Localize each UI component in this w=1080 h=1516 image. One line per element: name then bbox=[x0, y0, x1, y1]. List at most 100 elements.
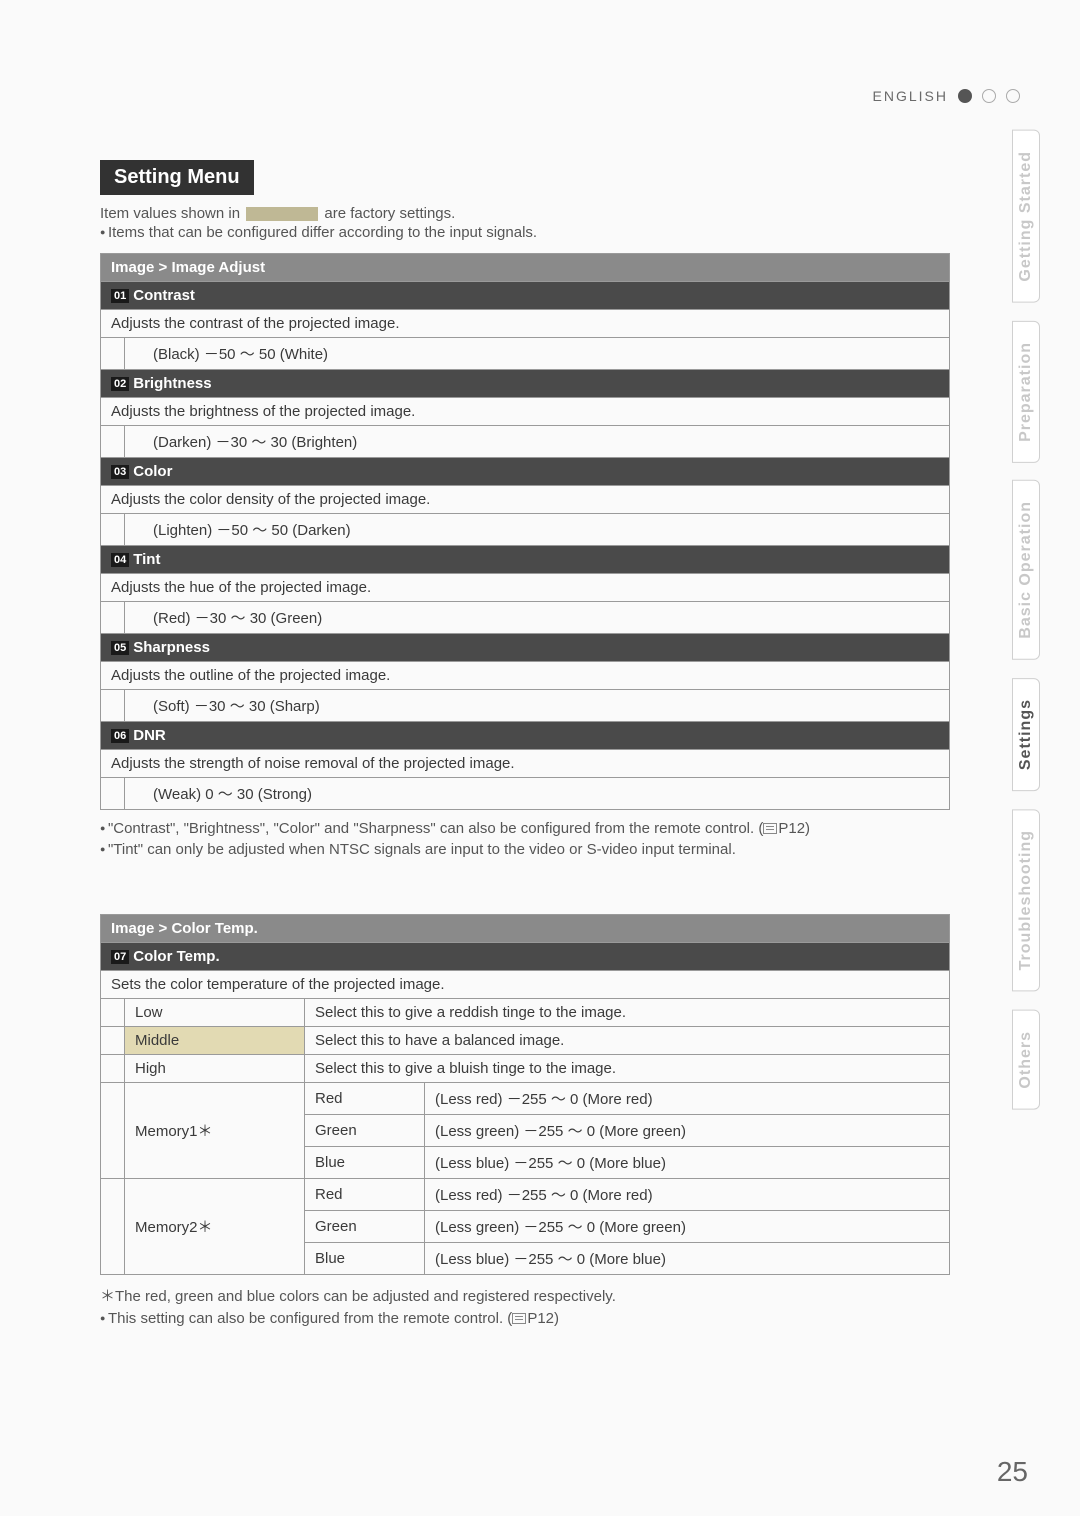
item-num: 04 bbox=[111, 553, 129, 567]
footnote-remote-page: P12) bbox=[527, 1310, 559, 1327]
language-label: ENGLISH bbox=[873, 88, 948, 104]
note-remote-text: "Contrast", "Brightness", "Color" and "S… bbox=[108, 820, 763, 837]
lang-dot-1 bbox=[958, 89, 972, 103]
item-num: 05 bbox=[111, 641, 129, 655]
page-ref-icon bbox=[763, 823, 777, 834]
color-temp-sub: 07 Color Temp. bbox=[101, 943, 950, 971]
memory-label: Memory2＊ bbox=[125, 1179, 305, 1275]
side-tab-settings[interactable]: Settings bbox=[1012, 678, 1040, 791]
indent-cell bbox=[101, 690, 125, 722]
image-adjust-header: Image > Image Adjust bbox=[101, 254, 950, 282]
channel-name: Blue bbox=[305, 1147, 425, 1179]
section-title: Setting Menu bbox=[100, 160, 254, 195]
channel-name: Blue bbox=[305, 1243, 425, 1275]
side-tab-others[interactable]: Others bbox=[1012, 1010, 1040, 1110]
side-tab-basic-operation[interactable]: Basic Operation bbox=[1012, 480, 1040, 660]
ct-text: Select this to have a balanced image. bbox=[305, 1027, 950, 1055]
side-tabs: Getting Started Preparation Basic Operatio… bbox=[1012, 130, 1040, 1109]
item-range: (Weak) 0 ～ 30 (Strong) bbox=[125, 778, 950, 810]
color-temp-name: Color Temp. bbox=[133, 948, 219, 965]
item-name: Color bbox=[133, 463, 172, 480]
indent-cell bbox=[101, 999, 125, 1027]
indent-cell bbox=[101, 778, 125, 810]
item-name: DNR bbox=[133, 727, 166, 744]
item-header: 04 Tint bbox=[101, 546, 950, 574]
lang-dot-2 bbox=[982, 89, 996, 103]
side-tab-preparation[interactable]: Preparation bbox=[1012, 321, 1040, 463]
channel-name: Green bbox=[305, 1211, 425, 1243]
ct-text: Select this to give a bluish tinge to th… bbox=[305, 1055, 950, 1083]
channel-name: Green bbox=[305, 1115, 425, 1147]
indent-cell bbox=[101, 514, 125, 546]
side-tab-troubleshooting[interactable]: Troubleshooting bbox=[1012, 809, 1040, 991]
footnote-star: ＊The red, green and blue colors can be a… bbox=[100, 1285, 950, 1306]
indent-cell bbox=[101, 426, 125, 458]
page-number: 25 bbox=[997, 1456, 1028, 1488]
item-range: (Darken) －30 ～ 30 (Brighten) bbox=[125, 426, 950, 458]
item-header: 02 Brightness bbox=[101, 370, 950, 398]
channel-range: (Less green) －255 ～ 0 (More green) bbox=[425, 1211, 950, 1243]
indent-cell bbox=[101, 1179, 125, 1275]
color-temp-notes: ＊The red, green and blue colors can be a… bbox=[100, 1285, 950, 1327]
indent-cell bbox=[101, 1027, 125, 1055]
indent-cell bbox=[101, 602, 125, 634]
intro-pre: Item values shown in bbox=[100, 205, 244, 222]
note-remote-page: P12) bbox=[778, 820, 810, 837]
item-num: 02 bbox=[111, 377, 129, 391]
color-temp-desc: Sets the color temperature of the projec… bbox=[101, 971, 950, 999]
side-tab-getting-started[interactable]: Getting Started bbox=[1012, 130, 1040, 303]
item-name: Sharpness bbox=[133, 639, 210, 656]
item-range: (Lighten) －50 ～ 50 (Darken) bbox=[125, 514, 950, 546]
item-desc: Adjusts the strength of noise removal of… bbox=[101, 750, 950, 778]
channel-range: (Less red) －255 ～ 0 (More red) bbox=[425, 1083, 950, 1115]
item-num: 06 bbox=[111, 729, 129, 743]
note-remote: "Contrast", "Brightness", "Color" and "S… bbox=[100, 820, 950, 837]
item-name: Contrast bbox=[133, 287, 195, 304]
color-temp-table: Image > Color Temp. 07 Color Temp. Sets t… bbox=[100, 914, 950, 1275]
ct-label: Middle bbox=[125, 1027, 305, 1055]
memory-label: Memory1＊ bbox=[125, 1083, 305, 1179]
ct-label: High bbox=[125, 1055, 305, 1083]
item-desc: Adjusts the hue of the projected image. bbox=[101, 574, 950, 602]
color-temp-num: 07 bbox=[111, 950, 129, 964]
language-indicator: ENGLISH bbox=[873, 88, 1020, 104]
image-adjust-notes: "Contrast", "Brightness", "Color" and "S… bbox=[100, 820, 950, 858]
item-name: Tint bbox=[133, 551, 160, 568]
indent-cell bbox=[101, 1083, 125, 1179]
ct-label: Low bbox=[125, 999, 305, 1027]
item-num: 03 bbox=[111, 465, 129, 479]
image-adjust-table: Image > Image Adjust 01 Contrast Adjusts t… bbox=[100, 253, 950, 810]
footnote-remote: This setting can also be configured from… bbox=[100, 1310, 950, 1327]
channel-name: Red bbox=[305, 1179, 425, 1211]
item-name: Brightness bbox=[133, 375, 211, 392]
ct-text: Select this to give a reddish tinge to t… bbox=[305, 999, 950, 1027]
channel-range: (Less red) －255 ～ 0 (More red) bbox=[425, 1179, 950, 1211]
item-desc: Adjusts the brightness of the projected … bbox=[101, 398, 950, 426]
footnote-remote-text: This setting can also be configured from… bbox=[108, 1310, 512, 1327]
channel-name: Red bbox=[305, 1083, 425, 1115]
item-header: 05 Sharpness bbox=[101, 634, 950, 662]
item-header: 03 Color bbox=[101, 458, 950, 486]
indent-cell bbox=[101, 338, 125, 370]
item-num: 01 bbox=[111, 289, 129, 303]
color-temp-header: Image > Color Temp. bbox=[101, 915, 950, 943]
intro-line-2: Items that can be configured differ acco… bbox=[100, 224, 950, 241]
lang-dot-3 bbox=[1006, 89, 1020, 103]
intro-line-1: Item values shown in are factory setting… bbox=[100, 205, 950, 222]
item-desc: Adjusts the color density of the project… bbox=[101, 486, 950, 514]
item-header: 01 Contrast bbox=[101, 282, 950, 310]
item-desc: Adjusts the outline of the projected ima… bbox=[101, 662, 950, 690]
factory-swatch bbox=[246, 207, 318, 221]
item-desc: Adjusts the contrast of the projected im… bbox=[101, 310, 950, 338]
item-range: (Red) －30 ～ 30 (Green) bbox=[125, 602, 950, 634]
item-header: 06 DNR bbox=[101, 722, 950, 750]
item-range: (Black) －50 ～ 50 (White) bbox=[125, 338, 950, 370]
channel-range: (Less green) －255 ～ 0 (More green) bbox=[425, 1115, 950, 1147]
channel-range: (Less blue) －255 ～ 0 (More blue) bbox=[425, 1243, 950, 1275]
main-content: Setting Menu Item values shown in are fa… bbox=[100, 160, 950, 1327]
note-tint: "Tint" can only be adjusted when NTSC si… bbox=[100, 841, 950, 858]
channel-range: (Less blue) －255 ～ 0 (More blue) bbox=[425, 1147, 950, 1179]
indent-cell bbox=[101, 1055, 125, 1083]
page-ref-icon-2 bbox=[512, 1313, 526, 1324]
intro-post: are factory settings. bbox=[320, 205, 455, 222]
